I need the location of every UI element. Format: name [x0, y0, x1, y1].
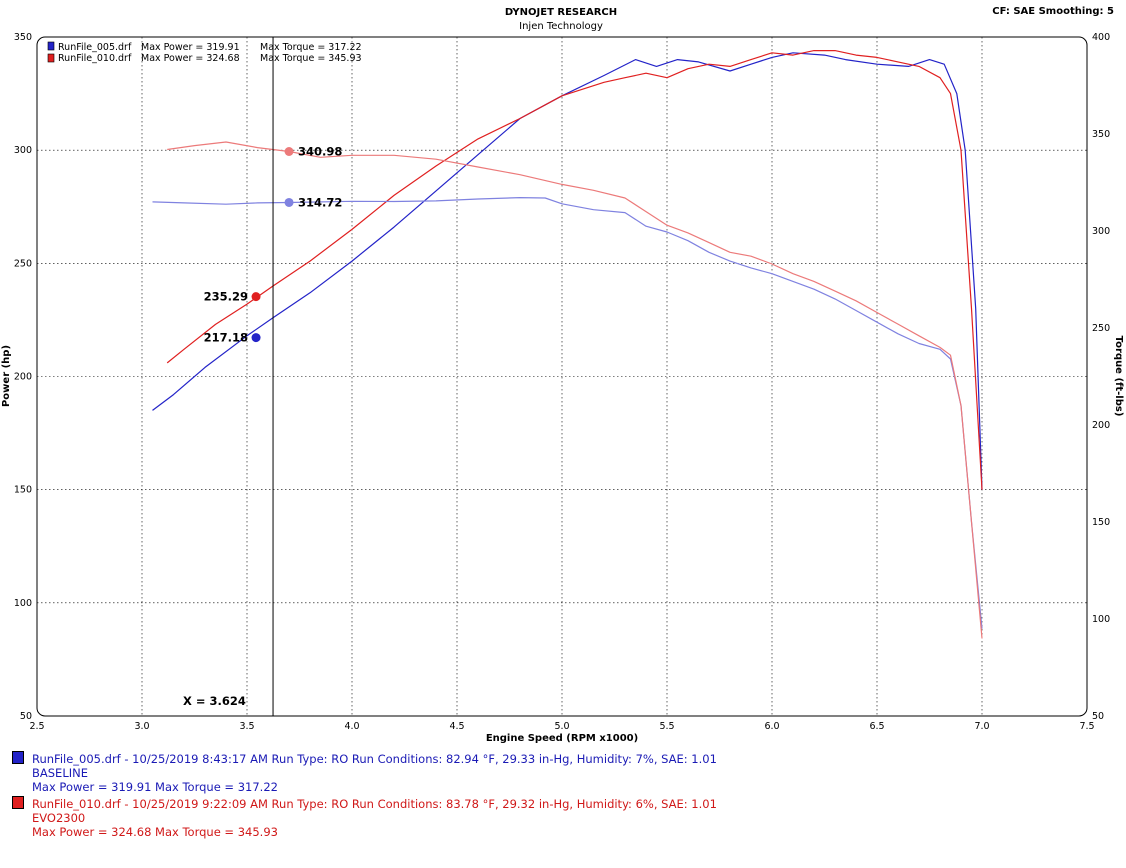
y-tick-label: 300 [14, 145, 32, 156]
series-line-baseline_power [152, 52, 983, 490]
run-info-baseline: RunFile_005.drf - 10/25/2019 8:43:17 AM … [12, 751, 1112, 794]
run-info-evo-max: Max Power = 324.68 Max Torque = 345.93 [32, 825, 278, 839]
cursor-value-label: 314.72 [298, 195, 342, 209]
cursor-marker-baseline_power [251, 333, 261, 343]
plot-frame [36, 36, 1088, 717]
legend-file-evo: RunFile_010.drf [58, 53, 132, 64]
y2-tick-label: 350 [1092, 129, 1110, 140]
cursor-value-label: 340.98 [298, 144, 342, 158]
run-info-evo-name: EVO2300 [32, 811, 86, 825]
series-line-evo_power [166, 49, 983, 490]
y-tick-label: 100 [14, 598, 32, 609]
chart-title: DYNOJET RESEARCH [504, 7, 618, 18]
run-info-evo-line1: RunFile_010.drf - 10/25/2019 9:22:09 AM … [32, 797, 717, 811]
y-tick-label: 200 [14, 372, 32, 383]
y2-axis-label: Torque (ft-lbs) [1113, 336, 1124, 417]
x-tick-label: 6.5 [869, 721, 884, 732]
legend-torque-evo: Max Torque = 345.93 [260, 53, 362, 64]
x-tick-label: 5.0 [554, 721, 569, 732]
cursor-x-label: X = 3.624 [183, 694, 246, 708]
dyno-chart: 2.5 3.0 3.5 4.0 4.5 5.0 5.5 6.0 6.5 7.0 7.5 350 300 2… [1, 32, 1124, 744]
legend-torque-baseline: Max Torque = 317.22 [260, 42, 362, 53]
x-tick-label: 6.0 [764, 721, 779, 732]
legend-swatch-baseline [47, 41, 55, 51]
legend-file-baseline: RunFile_005.drf [58, 42, 132, 53]
correction-factor-label: CF: SAE Smoothing: 5 [992, 6, 1114, 17]
cursor: X = 3.624 340.98 314.72 235.29 217.18 [183, 37, 342, 716]
y2-tick-label: 150 [1092, 517, 1110, 528]
cursor-marker-evo_torque [284, 146, 294, 156]
run-info-baseline-max: Max Power = 319.91 Max Torque = 317.22 [32, 780, 278, 794]
cursor-marker-evo_power [251, 292, 261, 302]
axis-ticks: 2.5 3.0 3.5 4.0 4.5 5.0 5.5 6.0 6.5 7.0 7.5 350 300 2… [14, 32, 1110, 732]
x-tick-label: 7.5 [1079, 721, 1094, 732]
evo-color-swatch [12, 796, 24, 809]
y2-tick-label: 250 [1092, 323, 1110, 334]
y-tick-label: 350 [14, 32, 32, 43]
y-tick-label: 250 [14, 258, 32, 269]
run-info-baseline-line1: RunFile_005.drf - 10/25/2019 8:43:17 AM … [32, 752, 717, 766]
y-axis-label: Power (hp) [1, 345, 12, 407]
x-tick-label: 4.0 [344, 721, 359, 732]
y-tick-label: 50 [20, 711, 32, 722]
chart-subtitle: Injen Technology [519, 21, 603, 32]
series-lines [152, 49, 983, 639]
series-line-baseline_torque [152, 197, 983, 629]
y2-tick-label: 300 [1092, 226, 1110, 237]
run-info-baseline-name: BASELINE [32, 766, 88, 780]
legend-box: RunFile_005.drf Max Power = 319.91 Max T… [47, 41, 362, 64]
legend-power-evo: Max Power = 324.68 [141, 53, 240, 64]
y2-tick-label: 50 [1092, 711, 1104, 722]
cursor-value-label: 217.18 [204, 331, 248, 345]
y-tick-label: 150 [14, 485, 32, 496]
x-tick-label: 3.5 [239, 721, 254, 732]
legend-power-baseline: Max Power = 319.91 [141, 42, 240, 53]
x-tick-label: 7.0 [974, 721, 989, 732]
x-tick-label: 4.5 [449, 721, 464, 732]
grid [37, 37, 1087, 716]
baseline-color-swatch [12, 751, 24, 764]
x-tick-label: 3.0 [134, 721, 149, 732]
y2-tick-label: 100 [1092, 614, 1110, 625]
x-tick-label: 5.5 [659, 721, 674, 732]
series-line-evo_torque [167, 141, 983, 639]
x-axis-label: Engine Speed (RPM x1000) [486, 733, 638, 744]
legend-swatch-evo [47, 53, 55, 63]
y2-tick-label: 200 [1092, 420, 1110, 431]
run-info-evo: RunFile_010.drf - 10/25/2019 9:22:09 AM … [12, 796, 1112, 839]
x-tick-label: 2.5 [29, 721, 44, 732]
cursor-value-label: 235.29 [204, 290, 248, 304]
cursor-marker-baseline_torque [284, 197, 294, 207]
y2-tick-label: 400 [1092, 32, 1110, 43]
